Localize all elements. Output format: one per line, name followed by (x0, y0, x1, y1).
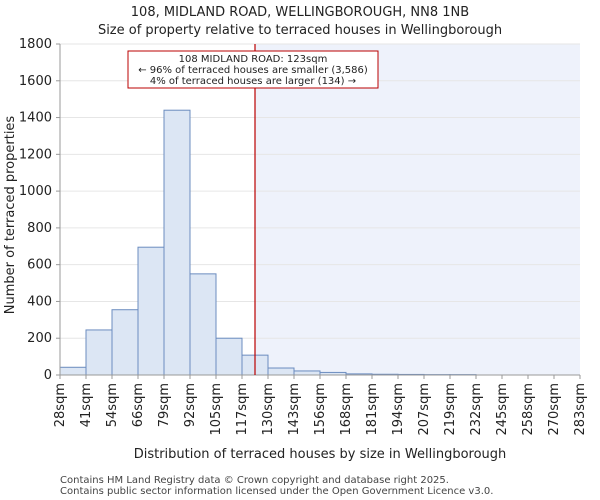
bar (215, 337, 243, 376)
footer-line-2: Contains public sector information licen… (60, 486, 493, 497)
x-tick-label: 232sqm (469, 383, 484, 436)
x-tick-label: 54sqm (105, 383, 120, 427)
annotation-line-1: 108 MIDLAND ROAD: 123sqm (179, 54, 328, 65)
x-tick-label: 41sqm (79, 383, 94, 427)
x-tick-label: 28sqm (53, 383, 68, 427)
x-tick-label: 143sqm (287, 383, 302, 436)
x-tick-label: 283sqm (573, 383, 588, 436)
x-tick-label: 181sqm (365, 383, 380, 436)
x-tick-label: 245sqm (495, 383, 510, 436)
x-tick-label: 92sqm (183, 383, 198, 427)
chart-title: 108, MIDLAND ROAD, WELLINGBOROUGH, NN8 1… (131, 5, 469, 20)
y-tick-label: 400 (27, 294, 52, 309)
chart-subtitle: Size of property relative to terraced ho… (98, 23, 502, 38)
annotation-line-3: 4% of terraced houses are larger (134) → (150, 76, 356, 87)
x-tick-label: 270sqm (547, 383, 562, 436)
y-tick-label: 600 (27, 258, 52, 273)
y-tick-label: 1200 (19, 147, 52, 162)
bar (111, 309, 139, 376)
bar (163, 109, 191, 376)
y-axis-title: Number of terraced properties (3, 116, 18, 315)
bar (189, 273, 217, 376)
x-tick-label: 168sqm (339, 383, 354, 436)
x-tick-label: 156sqm (313, 383, 328, 436)
x-tick-label: 194sqm (391, 383, 406, 436)
y-tick-label: 800 (27, 221, 52, 236)
x-tick-label: 105sqm (209, 383, 224, 436)
y-tick-label: 1000 (19, 184, 52, 199)
x-tick-label: 130sqm (261, 383, 276, 436)
x-tick-label: 66sqm (131, 383, 146, 427)
x-axis-title: Distribution of terraced houses by size … (134, 447, 507, 462)
x-tick-label: 117sqm (235, 383, 250, 436)
plot-area: 0 200 400 600 800 1000 1200 1400 1600 1800 28sqm 41… (19, 37, 588, 436)
y-tick-label: 1600 (19, 74, 52, 89)
x-tick-label: 219sqm (443, 383, 458, 436)
bar (59, 366, 87, 376)
bar (267, 367, 295, 376)
bar (137, 246, 165, 376)
footer-line-1: Contains HM Land Registry data © Crown c… (60, 475, 449, 486)
x-tick-label: 79sqm (157, 383, 172, 427)
x-tick-label: 207sqm (417, 383, 432, 436)
y-tick-label: 200 (27, 331, 52, 346)
annotation-line-2: ← 96% of terraced houses are smaller (3,… (138, 65, 368, 76)
y-tick-label: 1400 (19, 111, 52, 126)
bar (85, 329, 113, 376)
bar (293, 370, 321, 376)
y-tick-label: 1800 (19, 37, 52, 52)
y-tick-label: 0 (44, 368, 52, 383)
x-tick-label: 258sqm (521, 383, 536, 436)
annotation-box (127, 50, 379, 89)
highlight-region (255, 44, 580, 375)
